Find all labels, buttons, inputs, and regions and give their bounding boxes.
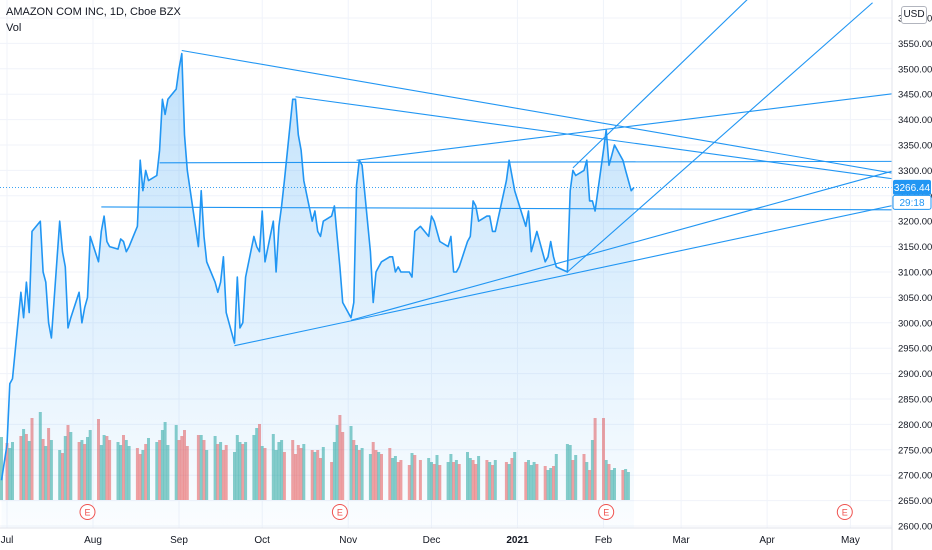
last-price-value: 3266.44: [894, 183, 931, 194]
price-tick-label: 3350.00: [898, 141, 932, 152]
price-tick-label: 3500.00: [898, 64, 932, 75]
price-tick-label: 2700.00: [898, 471, 932, 482]
countdown-value: 29:18: [899, 198, 924, 209]
price-line: [0, 52, 635, 481]
time-tick-label: Mar: [672, 535, 690, 546]
trend-line: [356, 88, 932, 161]
volume-bar: [0, 437, 3, 500]
price-tick-label: 3400.00: [898, 115, 932, 126]
trend-lines[interactable]: [101, 0, 932, 347]
trend-line: [572, 0, 748, 169]
time-tick-label: Dec: [423, 535, 441, 546]
earnings-marker: [598, 504, 615, 520]
price-tick-label: 3550.00: [898, 39, 932, 50]
price-tick-label: 3150.00: [898, 242, 932, 253]
earnings-marker-label: E: [603, 508, 609, 518]
countdown-badge: 29:18: [892, 194, 932, 210]
earnings-marker-label: E: [84, 508, 90, 518]
last-price-badge-bg: [893, 179, 931, 195]
countdown-badge-bg: [892, 194, 932, 210]
earnings-marker: [331, 504, 348, 520]
price-tick-label: 3000.00: [898, 318, 932, 329]
time-tick-label: Nov: [339, 535, 357, 546]
volume-indicator-label[interactable]: Vol: [6, 22, 22, 34]
time-tick-label: Oct: [254, 535, 270, 546]
trend-line: [234, 196, 932, 347]
time-tick-label: Apr: [759, 535, 775, 546]
time-tick-label: Jul: [1, 535, 14, 546]
price-tick-label: 2950.00: [898, 344, 932, 355]
price-tick-label: 3050.00: [898, 293, 932, 304]
trend-line: [101, 206, 932, 211]
price-tick-label: 3200.00: [898, 217, 932, 228]
trend-line: [350, 159, 932, 321]
price-area: [1, 53, 634, 528]
price-tick-label: 2750.00: [898, 445, 932, 456]
time-tick-label: Sep: [170, 535, 188, 546]
earnings-marker-label: E: [842, 508, 848, 518]
price-tick-label: 2900.00: [898, 369, 932, 380]
price-tick-label: 3300.00: [898, 166, 932, 177]
time-tick-label: 2021: [506, 535, 529, 546]
earnings-marker: [836, 504, 853, 520]
time-tick-label: May: [841, 535, 860, 546]
trend-line: [159, 160, 932, 164]
price-axis-labels: 2600.00 2650.00 2700.00 2750.00 2800.00 2850.…: [898, 14, 932, 533]
time-tick-label: Feb: [595, 535, 613, 546]
chart-legend: AMAZON COM INC, 1D, Cboe BZX Vol: [6, 4, 181, 36]
trend-line: [295, 96, 932, 185]
price-tick-label: 3450.00: [898, 90, 932, 101]
price-tick-label: 2850.00: [898, 395, 932, 406]
earnings-marker-label: E: [337, 508, 343, 518]
currency-button[interactable]: USD: [901, 6, 927, 24]
time-axis-labels: Jul Aug Sep Oct Nov Dec 2021 Feb Mar Apr May: [1, 535, 860, 546]
time-tick-label: Aug: [84, 535, 102, 546]
price-tick-label: 2800.00: [898, 420, 932, 431]
price-tick-label: 2600.00: [898, 522, 932, 533]
price-axis-panel[interactable]: [892, 0, 932, 550]
price-tick-label: 2650.00: [898, 496, 932, 507]
price-tick-label: 3100.00: [898, 268, 932, 279]
last-price-badge: 3266.44: [893, 179, 931, 195]
symbol-title[interactable]: AMAZON COM INC, 1D, Cboe BZX: [6, 6, 181, 18]
trend-line: [567, 2, 873, 273]
earnings-marker: [79, 504, 96, 520]
